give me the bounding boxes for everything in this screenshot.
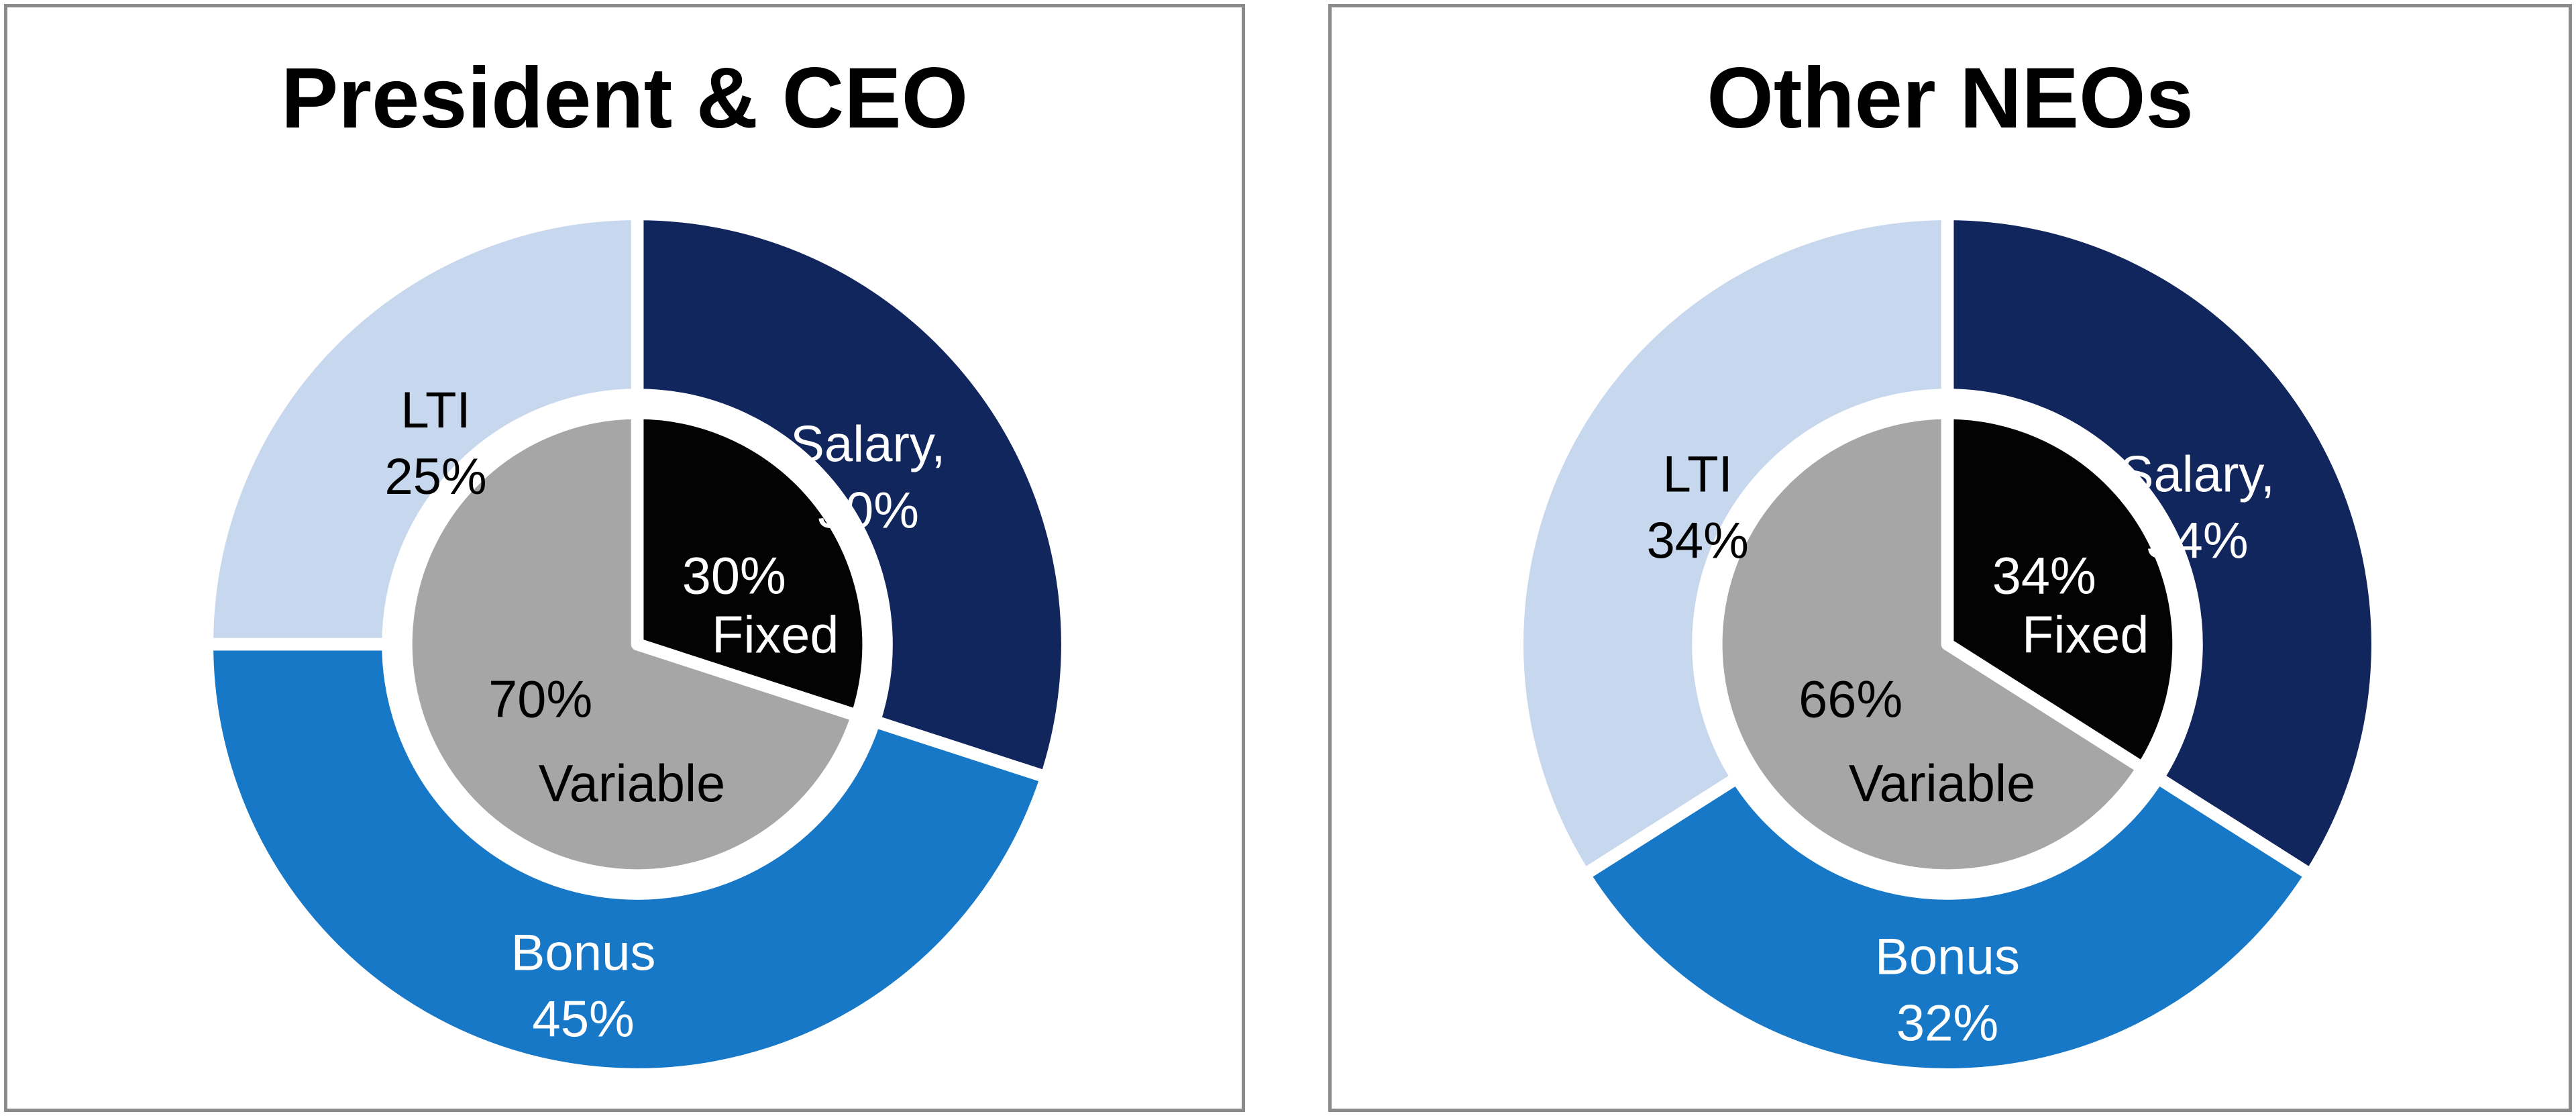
outer-label-bonus-line2: 32% <box>1896 995 1998 1052</box>
inner-slice-variable <box>1709 406 2149 882</box>
donut-chart-president-ceo: Salary,30%Bonus45%LTI25%30%Fixed70%Varia… <box>201 207 1074 1081</box>
inner-label-fixed-line2: Fixed <box>2022 606 2149 664</box>
outer-label-bonus-line1: Bonus <box>1875 929 2020 986</box>
inner-label-variable-line1: 66% <box>1799 671 1902 729</box>
inner-label-variable-line2: Variable <box>1849 755 2035 813</box>
inner-label-fixed-line2: Fixed <box>712 606 839 664</box>
chart-title-other-neos: Other NEOs <box>1707 50 2194 146</box>
panel-other-neos: Other NEOs Salary, 34% Bonus 32% LTI 34% 34% Fi… <box>1328 4 2572 1112</box>
outer-slice-bonus <box>1578 771 2317 1081</box>
outer-label-bonus-line2: 45% <box>532 991 634 1048</box>
inner-slice-variable <box>399 406 864 882</box>
inner-label-fixed-line1: 30% <box>682 547 786 605</box>
outer-slice-salary <box>1941 207 2384 881</box>
outer-label-lti-line1: LTI <box>1662 446 1732 503</box>
outer-slice-salary <box>631 207 1074 784</box>
outer-label-lti-line2: 34% <box>1646 513 1748 570</box>
outer-slice-lti <box>201 207 644 651</box>
inner-label-fixed-line1: 34% <box>1992 547 2096 605</box>
outer-label-salary-line1: Salary, <box>790 416 945 473</box>
outer-label-salary-line2: 34% <box>2146 513 2248 570</box>
inner-label-variable-line1: 70% <box>488 671 592 729</box>
outer-slice-lti <box>1511 207 1954 881</box>
outer-label-lti-line2: 25% <box>384 448 486 505</box>
outer-label-bonus-line1: Bonus <box>511 924 656 981</box>
chart-title-president-ceo: President & CEO <box>280 50 969 146</box>
outer-label-salary-line1: Salary, <box>2120 446 2275 503</box>
donut-chart-other-neos: Salary,34%Bonus32%LTI34%34%Fixed66%Varia… <box>1511 207 2384 1081</box>
panel-president-ceo: President & CEO Salary, 30% Bonus 45% LTI 25%… <box>4 4 1245 1112</box>
inner-label-variable-line2: Variable <box>539 755 725 813</box>
outer-label-lti-line1: LTI <box>400 382 470 439</box>
outer-slice-bonus <box>201 638 1053 1081</box>
inner-slice-fixed <box>631 406 875 722</box>
outer-label-salary-line2: 30% <box>817 483 919 540</box>
